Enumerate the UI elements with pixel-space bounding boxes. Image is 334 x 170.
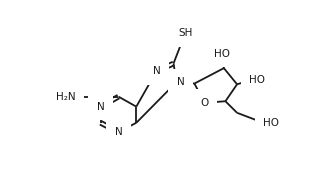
Text: HO: HO	[264, 118, 280, 128]
Text: N: N	[115, 127, 122, 137]
Text: N: N	[153, 66, 160, 76]
Text: N: N	[97, 102, 105, 112]
Text: HO: HO	[249, 75, 266, 86]
Text: H₂N: H₂N	[56, 92, 76, 102]
Text: HO: HO	[214, 48, 230, 58]
Text: O: O	[200, 98, 209, 108]
Text: N: N	[177, 77, 184, 87]
Text: SH: SH	[178, 29, 192, 38]
